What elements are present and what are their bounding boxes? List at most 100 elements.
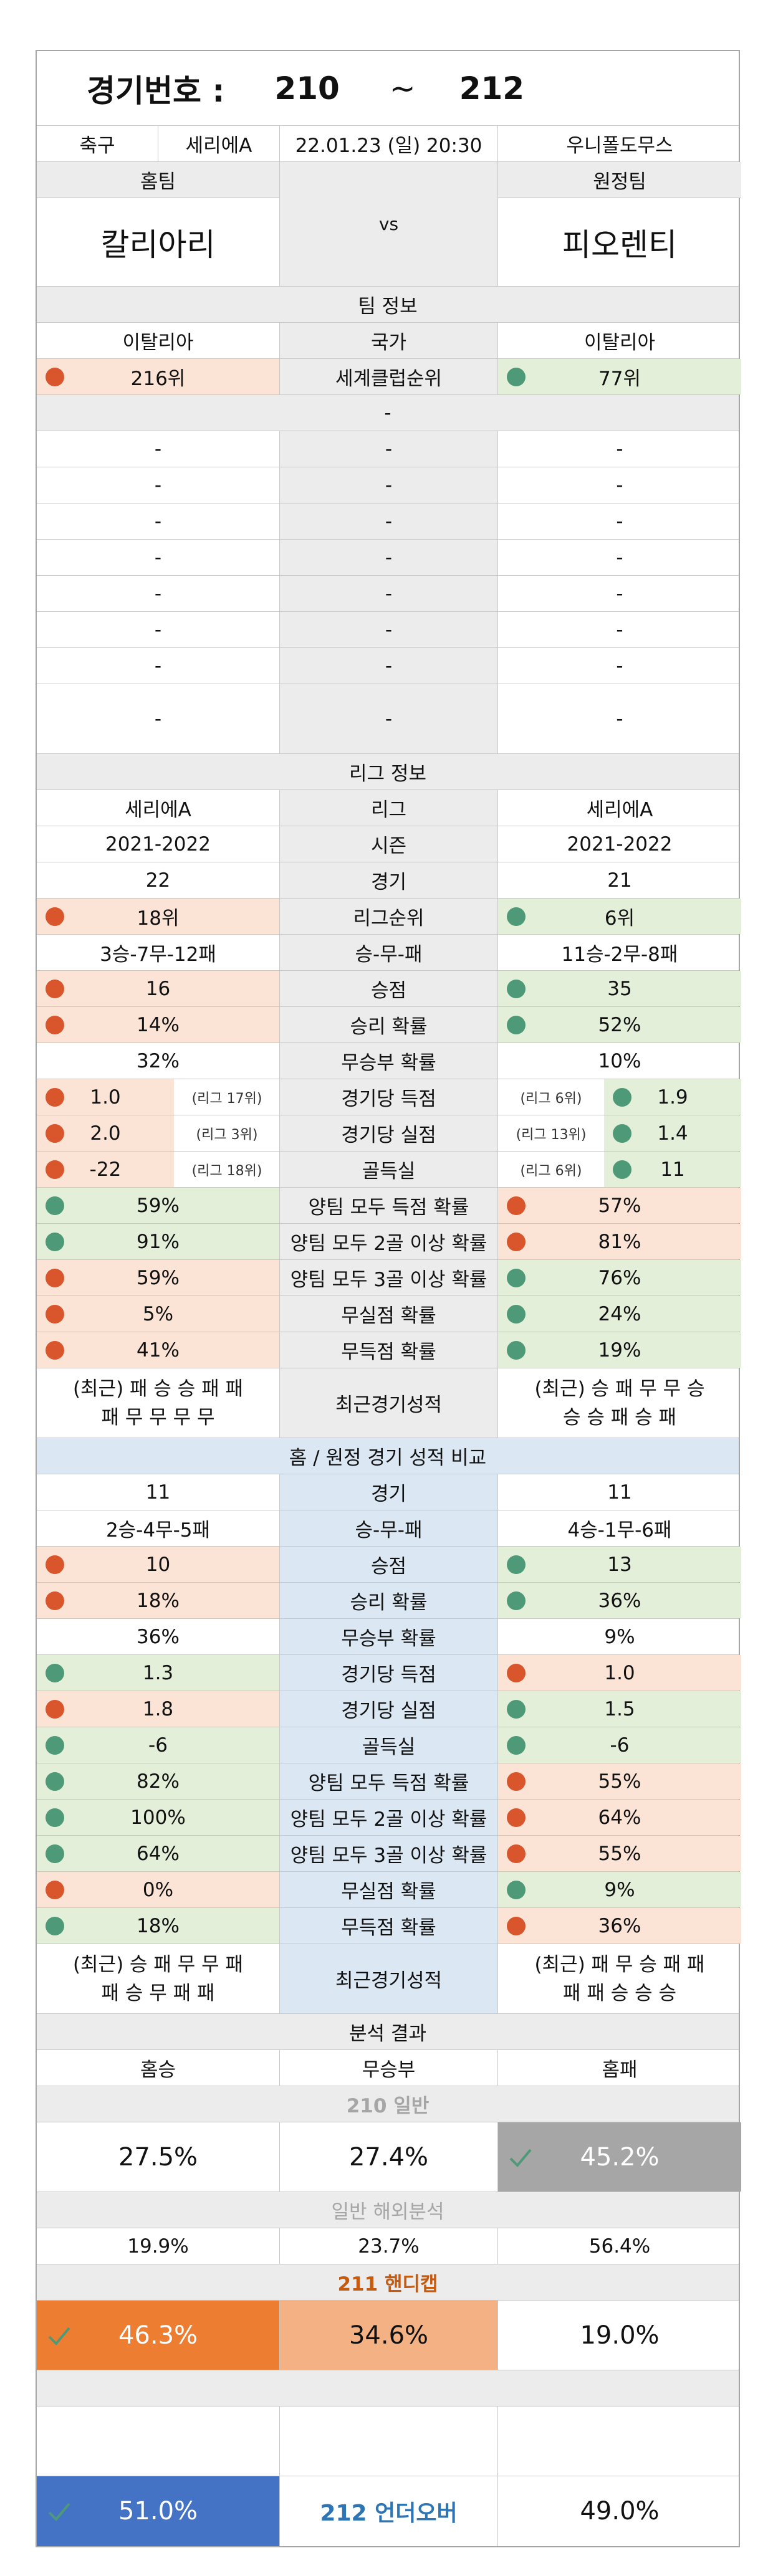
empty-info-row: --- — [37, 684, 739, 754]
stat-label-value: 경기당 실점 — [341, 1700, 436, 1722]
check-icon — [509, 2149, 532, 2167]
away-club-rank: 77위 — [498, 359, 741, 394]
stat-label: 승리 확률 — [280, 1007, 498, 1042]
home-empty: - — [37, 612, 280, 647]
home-stat: 41% — [37, 1332, 280, 1368]
status-dot-icon — [46, 1555, 64, 1574]
away-stat: -6 — [498, 1727, 741, 1763]
vs-label: vs — [280, 162, 498, 286]
g212-spacer — [37, 2370, 739, 2407]
home-venue-recent-line1: (최근) 승 패 무 무 패 — [72, 1953, 244, 1976]
venue-recent-row: (최근) 승 패 무 무 패 패 승 무 패 패 최근경기성적 (최근) 패 무… — [37, 1944, 739, 2014]
home-stat-value: 100% — [130, 1806, 186, 1829]
stat-row: 14% 승리 확률 52% — [37, 1007, 741, 1043]
home-stat: 64% — [37, 1836, 280, 1871]
stat-label-value: 양팀 모두 3골 이상 확률 — [290, 1269, 487, 1291]
stat-row: 59% 양팀 모두 3골 이상 확률 76% — [37, 1260, 741, 1296]
status-dot-icon — [507, 1340, 526, 1360]
status-dot-icon — [46, 979, 64, 998]
home-stat-value: 18위 — [137, 907, 180, 930]
away-stat: 35 — [498, 971, 741, 1006]
home-stat-value: 1.3 — [142, 1661, 174, 1684]
label-empty: - — [280, 431, 498, 467]
stat-label-value: 골득실 — [362, 1160, 416, 1183]
g212-empty-cell — [280, 2407, 498, 2476]
away-ranked-stat: (리그 6위) 11 — [498, 1152, 741, 1187]
home-stat-value: 59% — [137, 1266, 180, 1289]
home-recent-form: (최근) 패 승 승 패 패 패 무 무 무 무 — [37, 1368, 280, 1438]
g212-empty-cell — [37, 2407, 280, 2476]
home-stat: 91% — [37, 1224, 280, 1259]
away-stat: 52% — [498, 1007, 741, 1042]
status-dot-icon — [507, 1916, 526, 1935]
home-stat-value: 91% — [137, 1230, 180, 1253]
away-ranked-stat: (리그 13위) 1.4 — [498, 1115, 741, 1151]
stat-row: -6 골득실 -6 — [37, 1727, 741, 1763]
home-ranked-stat: 1.0 (리그 17위) — [37, 1079, 280, 1115]
away-ranked-value: 1.4 — [657, 1122, 688, 1145]
empty-info-row: --- — [37, 431, 739, 467]
stat-label: 경기당 득점 — [280, 1079, 498, 1115]
label-empty: - — [280, 684, 498, 753]
stat-label: 양팀 모두 3골 이상 확률 — [280, 1260, 498, 1295]
status-dot-icon — [46, 1268, 64, 1287]
stat-label-value: 승-무-패 — [355, 943, 423, 966]
status-dot-icon — [46, 1663, 64, 1682]
away-stat-value: 1.5 — [604, 1697, 635, 1720]
stat-label: 무승부 확률 — [280, 1043, 498, 1079]
home-team-name: 칼리아리 — [100, 226, 216, 263]
away-stat-value: 11 — [607, 1481, 632, 1504]
g210-row: 27.5% 27.4% 45.2% — [37, 2122, 741, 2192]
venue-recent-label: 최근경기성적 — [280, 1944, 498, 2013]
empty-info-row: --- — [37, 576, 739, 612]
home-country: 이탈리아 — [37, 323, 280, 358]
stat-row: 22 경기 21 — [37, 862, 739, 899]
stat-row: 16 승점 35 — [37, 971, 741, 1007]
stat-label: 골득실 — [280, 1727, 498, 1763]
away-country: 이탈리아 — [583, 332, 656, 354]
stat-row: 36% 무승부 확률 9% — [37, 1619, 739, 1655]
away-empty: - — [616, 474, 623, 497]
stat-label: 무득점 확률 — [280, 1908, 498, 1944]
home-club-rank-value: 216위 — [130, 368, 186, 390]
stat-label-value: 리그 — [370, 799, 407, 821]
country-row: 이탈리아 국가 이탈리아 — [37, 323, 739, 359]
check-icon — [48, 2502, 70, 2521]
stat-row: 91% 양팀 모두 2골 이상 확률 81% — [37, 1224, 741, 1260]
stat-label-value: 무승부 확률 — [341, 1628, 436, 1650]
home-empty: - — [37, 576, 280, 611]
home-stat-value: 82% — [137, 1770, 180, 1793]
home-stat-value: 22 — [145, 869, 171, 892]
home-stat: 10 — [37, 1547, 280, 1582]
home-stat-value: 14% — [137, 1013, 180, 1036]
away-stat: 24% — [498, 1296, 741, 1332]
g212-under-value: 51.0% — [118, 2497, 198, 2526]
away-empty: - — [616, 618, 623, 641]
away-stat-value: 4승-1무-6패 — [567, 1519, 672, 1542]
status-dot-icon — [46, 1015, 64, 1034]
away-stat-value: 55% — [598, 1842, 641, 1865]
home-ranked-value: 1.0 — [90, 1085, 121, 1109]
ranked-stat-row: -22 (리그 18위) 골득실 (리그 6위) 11 — [37, 1152, 741, 1188]
match-info-row: 축구 세리에A 22.01.23 (일) 20:30 우니폴도무스 — [37, 126, 739, 162]
home-stat: 11 — [37, 1474, 280, 1510]
label-empty: - — [280, 612, 498, 647]
away-stat-value: 24% — [598, 1302, 641, 1325]
g210-home-win: 27.5% — [37, 2122, 280, 2192]
label-empty: - — [280, 503, 498, 539]
overseas-draw: 23.7% — [280, 2228, 498, 2264]
status-dot-icon — [507, 1772, 526, 1791]
stat-label: 승-무-패 — [280, 935, 498, 970]
team-info-separator: - — [37, 395, 739, 431]
home-club-rank: 216위 — [37, 359, 280, 394]
away-stat-value: 10% — [598, 1049, 641, 1072]
league-info-title: 리그 정보 — [37, 754, 739, 790]
stat-row: 100% 양팀 모두 2골 이상 확률 64% — [37, 1800, 741, 1836]
home-stat: 100% — [37, 1800, 280, 1835]
away-stat-value: 11승-2무-8패 — [561, 943, 678, 966]
g211-draw: 34.6% — [280, 2301, 498, 2370]
away-stat-value: 6위 — [604, 907, 635, 930]
status-dot-icon — [46, 1916, 64, 1935]
g212-row: 51.0% 212 언더오버 49.0% — [37, 2476, 739, 2546]
home-recent-line2: 패 무 무 무 무 — [101, 1406, 215, 1429]
